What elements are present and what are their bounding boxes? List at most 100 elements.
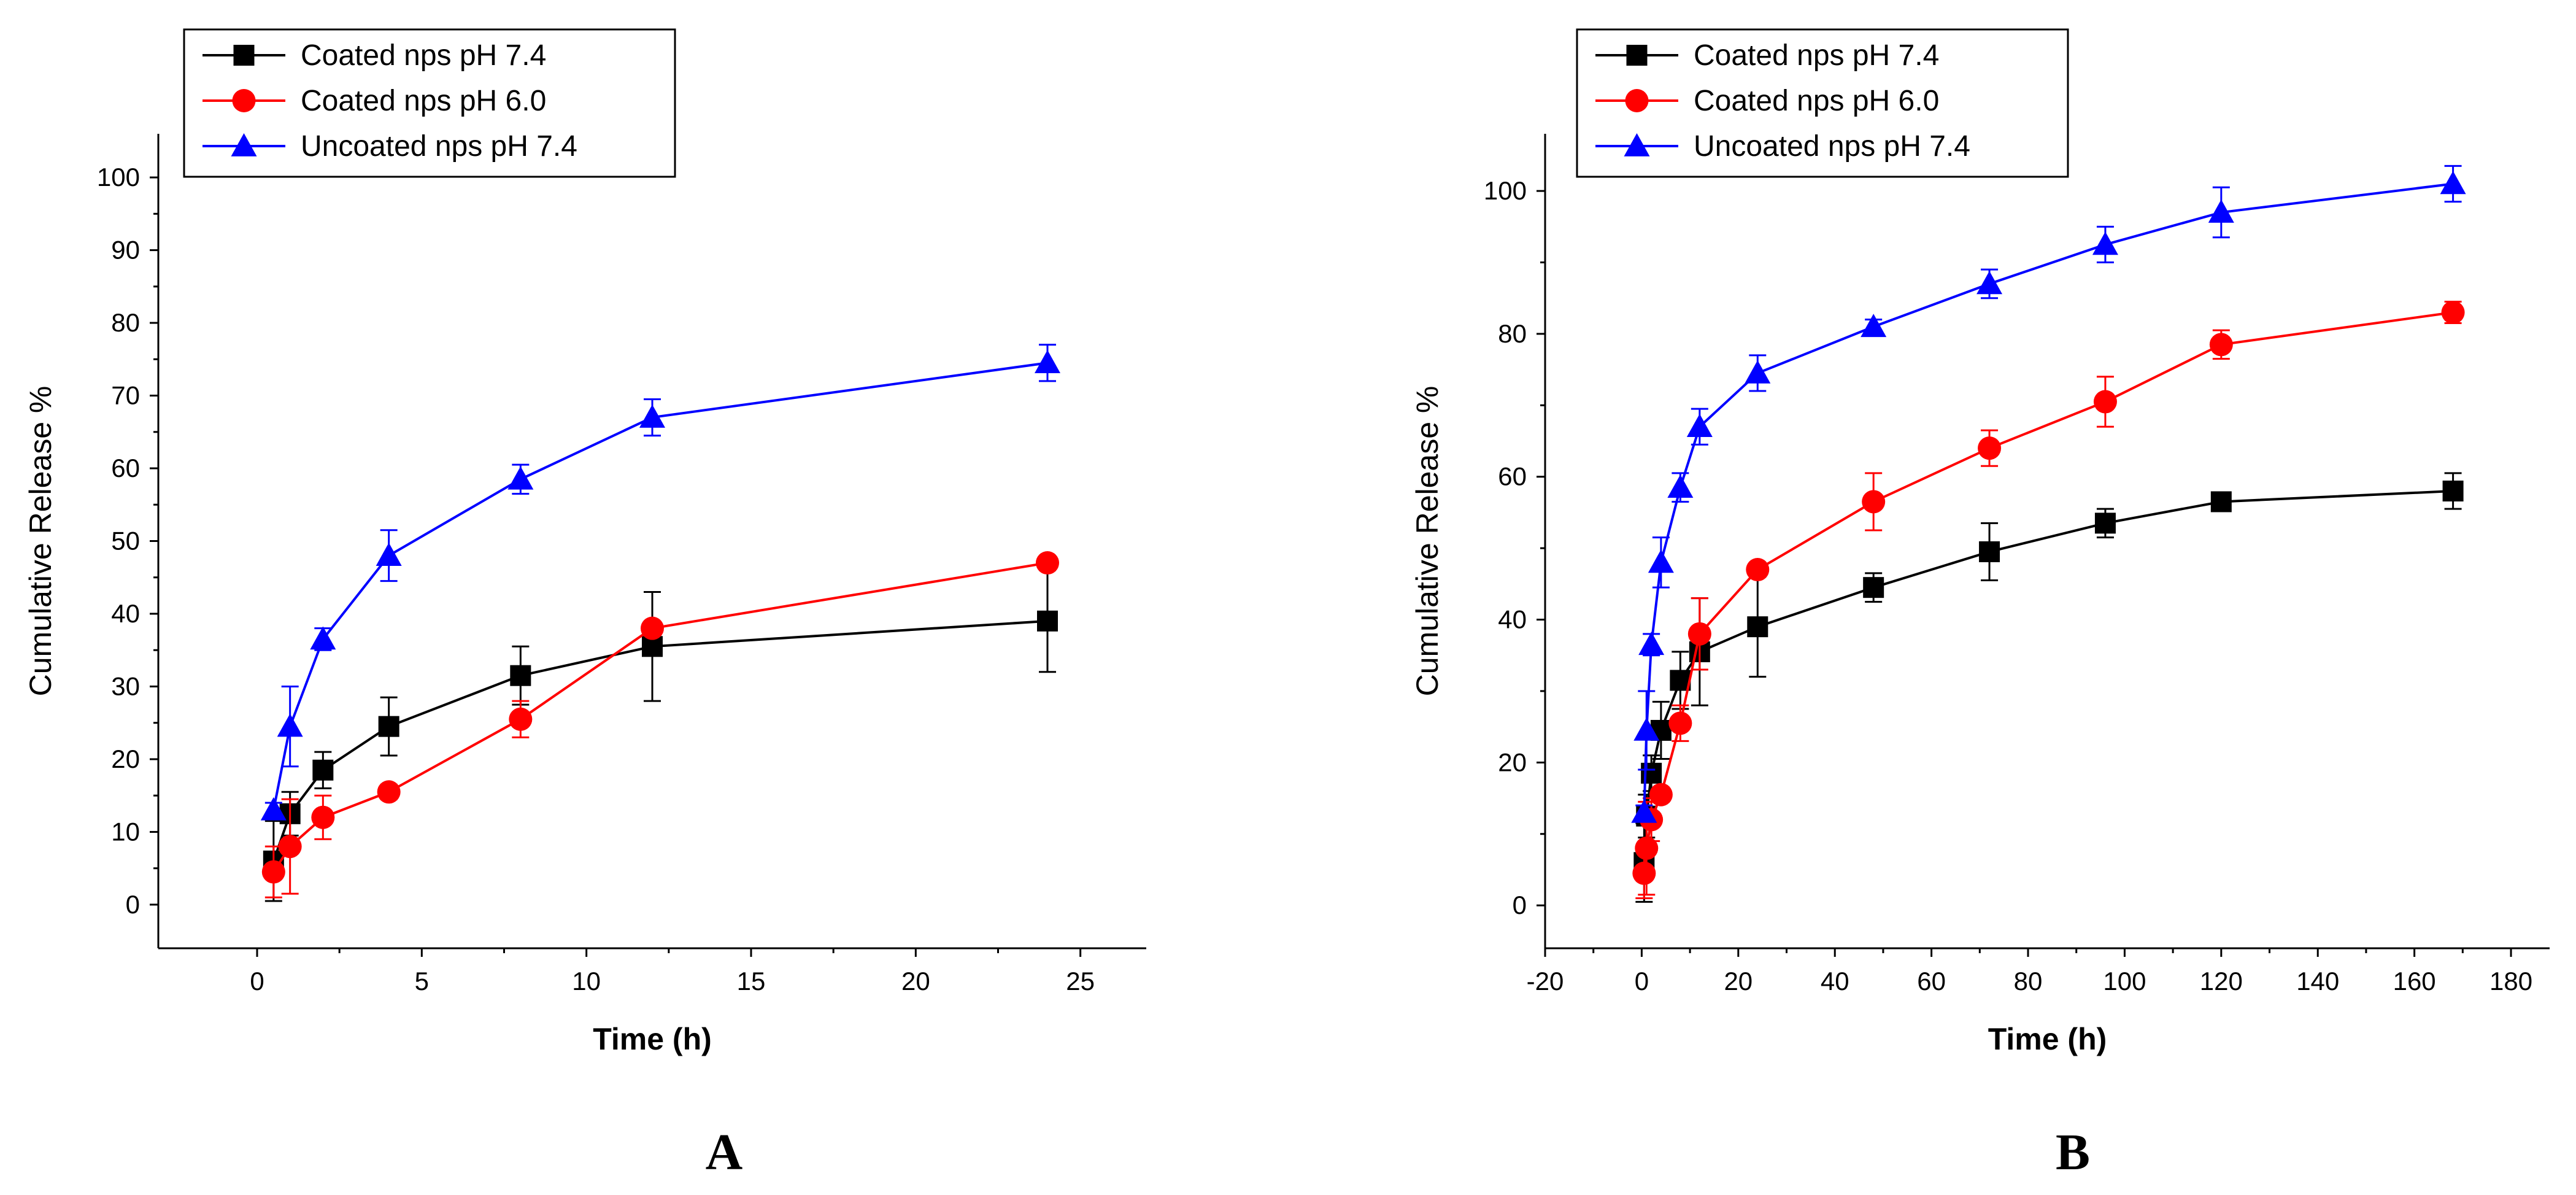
data-point <box>1631 799 1657 823</box>
data-point <box>510 665 531 686</box>
y-tick-label: 40 <box>1498 605 1527 634</box>
x-tick-label: 140 <box>2296 967 2339 996</box>
y-tick-label: 50 <box>111 527 140 555</box>
data-point <box>1747 616 1768 638</box>
x-tick-label: 120 <box>2200 967 2243 996</box>
y-tick-label: 0 <box>126 890 140 919</box>
data-point <box>1687 622 1711 646</box>
y-tick-label: 100 <box>97 163 140 191</box>
legend-label: Coated nps pH 7.4 <box>1694 39 1939 72</box>
data-point <box>1037 610 1058 632</box>
legend-marker <box>233 45 255 66</box>
x-axis-label: Time (h) <box>593 1022 712 1056</box>
data-point <box>311 805 335 829</box>
x-tick-label: 5 <box>415 967 429 996</box>
data-point <box>1863 577 1884 598</box>
data-point <box>2092 231 2118 255</box>
y-tick-label: 70 <box>111 381 140 410</box>
x-tick-label: 40 <box>1821 967 1849 996</box>
y-tick-label: 30 <box>111 671 140 700</box>
data-point <box>1746 558 1770 582</box>
data-point <box>2209 333 2233 357</box>
data-point <box>1979 541 2000 562</box>
x-tick-label: 20 <box>1724 967 1753 996</box>
x-axis-label: Time (h) <box>1988 1022 2107 1056</box>
data-point <box>261 860 285 884</box>
y-tick-label: 10 <box>111 817 140 846</box>
data-point <box>278 835 302 859</box>
legend-marker <box>232 89 256 112</box>
x-tick-label: 20 <box>901 967 930 996</box>
x-tick-label: 80 <box>2014 967 2043 996</box>
panel-label-a: A <box>706 1124 743 1181</box>
data-point <box>2208 199 2234 223</box>
data-point <box>376 543 402 566</box>
legend-marker <box>231 133 257 157</box>
data-point <box>509 707 533 731</box>
data-point <box>2094 512 2116 534</box>
data-point <box>1978 436 2002 460</box>
legend-label: Uncoated nps pH 7.4 <box>301 130 577 163</box>
data-point <box>1035 350 1060 374</box>
data-point <box>1686 414 1713 438</box>
data-point <box>1667 474 1694 498</box>
chart-panel-a: A 0 10 20 30 40 50 60 70 80 90 100 0 5 10 15 20 25 Time (… <box>23 28 1146 1181</box>
data-point <box>2440 171 2466 195</box>
x-tick-label: 0 <box>250 967 264 996</box>
y-tick-label: 0 <box>1513 891 1527 919</box>
data-point <box>1632 861 1656 885</box>
y-tick-label: 80 <box>1498 319 1527 348</box>
series-triangle <box>1631 164 2466 823</box>
data-point <box>2441 301 2465 325</box>
y-axis-label: Cumulative Release % <box>23 386 58 697</box>
data-point <box>2442 481 2464 502</box>
data-point <box>1862 490 1886 514</box>
data-point <box>1649 783 1673 806</box>
data-point <box>277 713 303 737</box>
legend-label: Coated nps pH 6.0 <box>1694 85 1939 117</box>
y-tick-label: 80 <box>111 308 140 337</box>
y-axis-label: Cumulative Release % <box>1410 386 1444 697</box>
legend-label: Coated nps pH 6.0 <box>301 85 546 117</box>
series-line <box>1643 182 2453 813</box>
x-tick-label: 160 <box>2393 967 2436 996</box>
data-point <box>1668 711 1692 735</box>
data-point <box>1635 837 1659 860</box>
data-point <box>260 797 287 821</box>
data-point <box>1638 632 1665 656</box>
x-tick-label: 0 <box>1635 967 1649 996</box>
data-point <box>378 716 399 737</box>
data-point <box>377 780 401 804</box>
data-point <box>1861 314 1887 338</box>
legend-marker <box>1625 89 1649 112</box>
series-line <box>1643 311 2453 873</box>
legend: Coated nps pH 7.4 Coated nps pH 6.0 Uncoat… <box>183 28 676 178</box>
data-point <box>2093 390 2117 414</box>
data-point <box>1036 551 1059 575</box>
x-tick-label: 60 <box>1917 967 1946 996</box>
data-point <box>1976 271 2003 295</box>
data-point <box>507 466 534 490</box>
data-point <box>1648 549 1674 573</box>
legend-label: Coated nps pH 7.4 <box>301 39 546 72</box>
legend-marker <box>1624 133 1650 157</box>
y-tick-label: 90 <box>111 236 140 265</box>
legend-marker <box>1626 45 1648 66</box>
series-square <box>263 569 1058 902</box>
x-tick-label: 180 <box>2489 967 2532 996</box>
x-tick-label: -20 <box>1527 967 1564 996</box>
x-tick-label: 25 <box>1066 967 1095 996</box>
data-point <box>639 404 665 428</box>
y-tick-label: 40 <box>111 599 140 628</box>
data-point <box>312 759 334 781</box>
data-point <box>310 626 336 650</box>
panel-label-b: B <box>2056 1124 2090 1181</box>
y-tick-label: 60 <box>1498 462 1527 491</box>
series-triangle <box>260 344 1060 821</box>
series-square <box>1633 472 2464 903</box>
series-circle <box>1632 301 2465 900</box>
data-point <box>1745 360 1771 384</box>
x-tick-label: 100 <box>2103 967 2146 996</box>
data-point <box>2210 491 2232 512</box>
